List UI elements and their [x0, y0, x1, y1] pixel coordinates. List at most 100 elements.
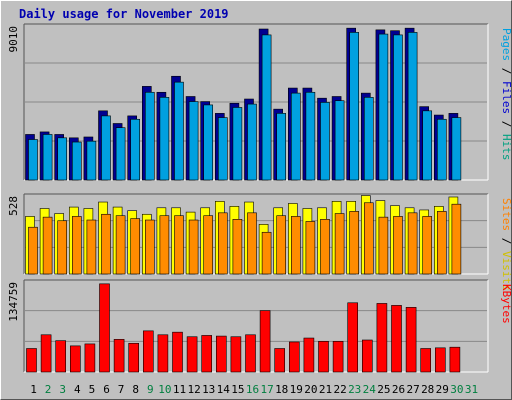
bar-pages [72, 141, 82, 181]
day-label: 5 [89, 383, 96, 396]
y-max-label: 134759 [7, 282, 20, 322]
bar-pages [130, 118, 140, 181]
bar-pages [305, 91, 316, 181]
bar-kbytes [216, 335, 227, 373]
right-axis-label: Pages / Files / Hits [500, 28, 512, 161]
bar-sites [28, 226, 38, 275]
bar-pages [407, 32, 418, 181]
day-label: 11 [173, 383, 186, 396]
bar-sites [101, 213, 111, 275]
bar-sites [349, 211, 360, 275]
day-label: 1 [30, 383, 37, 396]
bar-kbytes [405, 307, 417, 373]
day-label: 2 [45, 383, 52, 396]
bar-kbytes [274, 348, 286, 373]
right-label-segment: Pages [500, 28, 512, 61]
y-max-label: 528 [7, 196, 20, 216]
bar-kbytes [186, 336, 198, 373]
bar-sites [436, 211, 447, 275]
bar-pages [42, 134, 53, 181]
right-label-segment: Visits [500, 251, 512, 291]
bar-kbytes [449, 346, 461, 373]
bar-pages [451, 117, 462, 181]
bar-kbytes [70, 345, 81, 373]
day-label: 9 [147, 383, 154, 396]
day-label: 8 [132, 383, 139, 396]
bar-pages [247, 103, 257, 181]
day-label: 15 [231, 383, 244, 396]
day-label: 25 [377, 383, 390, 396]
bar-pages [232, 107, 243, 181]
bar-sites [57, 220, 68, 275]
bar-sites [407, 212, 418, 275]
right-label-segment: / [500, 114, 512, 134]
bar-pages [349, 32, 360, 181]
bar-sites [247, 212, 257, 275]
bar-sites [232, 219, 243, 275]
bar-sites [115, 215, 126, 275]
bar-kbytes [332, 341, 344, 373]
bar-kbytes [84, 343, 96, 373]
bar-sites [174, 215, 184, 275]
right-label-segment: / [500, 231, 512, 251]
bar-sites [305, 221, 316, 275]
bar-sites [320, 219, 330, 275]
bar-sites [276, 215, 287, 275]
day-label: 22 [333, 383, 346, 396]
day-label: 23 [348, 383, 361, 396]
day-label: 31 [465, 383, 478, 396]
bar-pages [436, 118, 447, 181]
day-label: 13 [202, 383, 215, 396]
bar-pages [218, 117, 228, 181]
bar-kbytes [201, 335, 212, 373]
right-label-segment: Hits [500, 134, 512, 161]
bar-kbytes [347, 302, 359, 373]
bar-kbytes [420, 348, 432, 373]
bar-kbytes [376, 303, 388, 373]
bar-sites [218, 212, 228, 275]
bar-pages [101, 115, 111, 181]
day-label: 14 [217, 383, 231, 396]
bar-kbytes [230, 336, 242, 373]
bar-sites [422, 216, 433, 275]
bar-pages [276, 113, 287, 181]
bar-kbytes [318, 341, 329, 373]
bar-pages [188, 101, 199, 181]
right-label-segment: Sites [500, 198, 512, 231]
bar-pages [363, 97, 374, 181]
bar-sites [203, 215, 213, 275]
bar-sites [188, 219, 199, 275]
bar-pages [57, 137, 68, 181]
bar-kbytes [172, 331, 183, 373]
chart-title: Daily usage for November 2019 [19, 7, 229, 21]
day-label: 18 [275, 383, 288, 396]
bar-kbytes [99, 283, 110, 373]
bar-kbytes [259, 310, 271, 373]
bar-kbytes [434, 347, 446, 373]
bar-pages [28, 139, 38, 181]
right-label-segment: Files [500, 81, 512, 114]
day-label: 21 [319, 383, 332, 396]
day-label: 24 [363, 383, 377, 396]
bar-sites [145, 219, 155, 275]
bar-sites [159, 215, 170, 275]
right-axis-label: Sites / Visits [500, 198, 512, 291]
right-label-segment: KBytes [500, 284, 512, 324]
bar-sites [290, 216, 301, 275]
bar-pages [203, 104, 213, 181]
bar-pages [86, 140, 97, 181]
bar-sites [86, 219, 97, 275]
bar-kbytes [128, 342, 139, 373]
day-label: 27 [406, 383, 419, 396]
day-label: 29 [436, 383, 449, 396]
bar-sites [42, 216, 53, 275]
bar-sites [72, 216, 82, 275]
day-label: 19 [290, 383, 303, 396]
day-label: 30 [450, 383, 463, 396]
day-label: 4 [74, 383, 81, 396]
bar-kbytes [143, 330, 154, 373]
bar-sites [334, 213, 345, 275]
bar-kbytes [26, 348, 37, 373]
day-label: 28 [421, 383, 434, 396]
